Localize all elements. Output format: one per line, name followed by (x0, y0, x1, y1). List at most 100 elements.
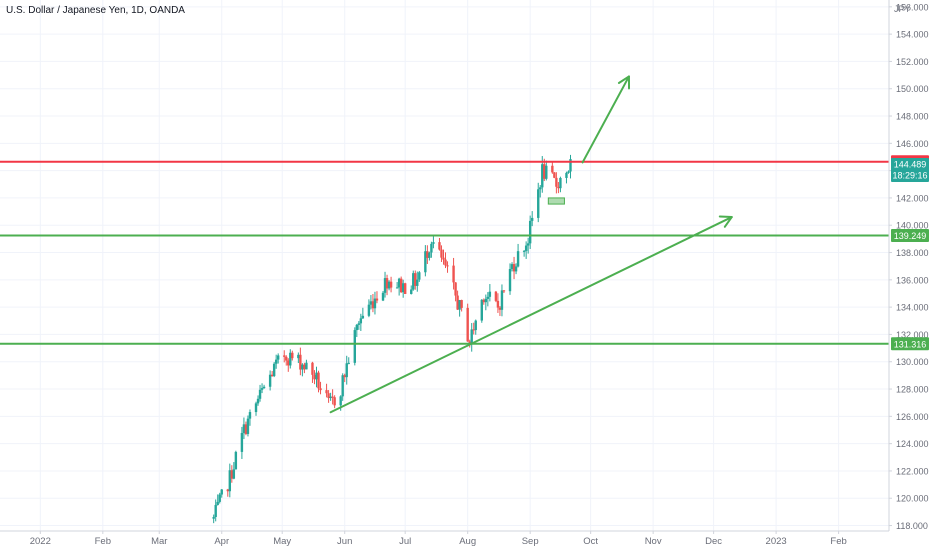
candle-down (438, 242, 441, 250)
candle-down (446, 265, 449, 267)
time-tick-label: Jul (399, 536, 411, 547)
candle-down (291, 352, 294, 359)
candle-up (246, 418, 250, 434)
candle-up (339, 396, 342, 406)
candle-down (244, 424, 248, 434)
candle-down (502, 290, 506, 292)
price-tick-label: 154.000 (896, 30, 929, 40)
candle-down (496, 300, 500, 308)
candle-down (414, 273, 417, 286)
time-tick-label: Jun (337, 536, 352, 547)
price-tick-label: 130.000 (896, 357, 929, 367)
candle-up (240, 432, 244, 452)
price-tick-label: 136.000 (896, 275, 929, 285)
candle-down (319, 388, 322, 391)
candle-up (430, 243, 433, 253)
time-axis-background (0, 531, 889, 550)
time-axis[interactable]: 2022 Feb Mar Apr May Jun Jul Aug Sep Oct Nov Dec 202… (30, 531, 847, 547)
candle-up (516, 251, 520, 267)
time-tick-label: Oct (583, 536, 598, 547)
price-axis[interactable]: 118.000 120.000 122.000 124.000 126.000 128.0… (889, 2, 929, 531)
price-axis-background (889, 0, 932, 550)
trendline-arrow[interactable] (329, 216, 733, 414)
price-tick-label: 134.000 (896, 303, 929, 313)
candle-up (262, 386, 266, 389)
candle-up (220, 489, 223, 495)
price-tick-label: 124.000 (896, 439, 929, 449)
candle-up (381, 292, 385, 301)
candle-up (256, 398, 260, 404)
candle-up (260, 388, 264, 390)
candle-up (216, 501, 219, 505)
time-tick-label: Feb (95, 536, 111, 547)
candle-down (226, 489, 229, 492)
candle-up (541, 164, 544, 188)
candle-up (539, 187, 542, 190)
candle-up (416, 279, 419, 286)
price-tick-label: 122.000 (896, 466, 929, 476)
candle-up (361, 315, 365, 319)
candle-down (313, 374, 316, 380)
candle-down (327, 393, 330, 399)
candle-up (528, 220, 532, 244)
candle-up (315, 372, 318, 380)
time-tick-label: May (273, 536, 291, 547)
candle-down (551, 165, 554, 173)
current-price-label: 144.489 (894, 159, 927, 169)
candle-down (460, 300, 463, 308)
drawings[interactable] (0, 75, 889, 414)
time-tick-label: Dec (705, 536, 722, 547)
candle-down (343, 375, 346, 378)
candle-down (466, 307, 469, 342)
candle-up (410, 289, 413, 294)
price-tick-label: 132.000 (896, 330, 929, 340)
candle-down (553, 172, 556, 178)
candle-up (508, 269, 512, 292)
projection-arrow-head (617, 75, 631, 90)
price-tick-label: 156.000 (896, 2, 929, 12)
candle-up (428, 252, 431, 258)
candle-down (230, 470, 234, 479)
candle-up (418, 272, 421, 280)
candle-up (480, 299, 483, 321)
candle-up (569, 159, 572, 172)
candle-down (325, 390, 328, 394)
time-tick-label: 2023 (766, 536, 787, 547)
candle-down (331, 396, 334, 398)
projection-arrow[interactable] (581, 75, 630, 164)
candle-up (276, 355, 280, 360)
candle-up (341, 375, 344, 397)
price-tick-label: 138.000 (896, 248, 929, 258)
candle-up (524, 245, 528, 251)
candle-up (387, 281, 391, 289)
time-tick-label: Nov (645, 536, 662, 547)
grid (0, 0, 889, 531)
candle-up (329, 396, 332, 399)
candle-up (367, 304, 371, 316)
candle-up (567, 171, 570, 173)
candle-down (454, 282, 457, 296)
candle-up (484, 298, 488, 303)
highlight-box[interactable] (547, 197, 565, 205)
candle-up (383, 278, 387, 293)
candle-up (297, 354, 300, 359)
candle-down (399, 278, 403, 293)
candle-down (287, 360, 290, 366)
candle-up (301, 364, 304, 370)
candle-up (526, 243, 530, 246)
candle-up (218, 494, 221, 502)
candle-up (347, 362, 350, 364)
candle-up (254, 403, 258, 413)
candle-up (545, 165, 548, 179)
candle-up (369, 301, 373, 305)
level-price-badge (891, 228, 929, 242)
candle-down (512, 264, 516, 272)
candle-up (412, 273, 415, 290)
candle-down (299, 354, 302, 370)
currency-label: JPY (894, 4, 911, 14)
price-tick-label: 150.000 (896, 84, 929, 94)
candle-up (212, 516, 215, 519)
